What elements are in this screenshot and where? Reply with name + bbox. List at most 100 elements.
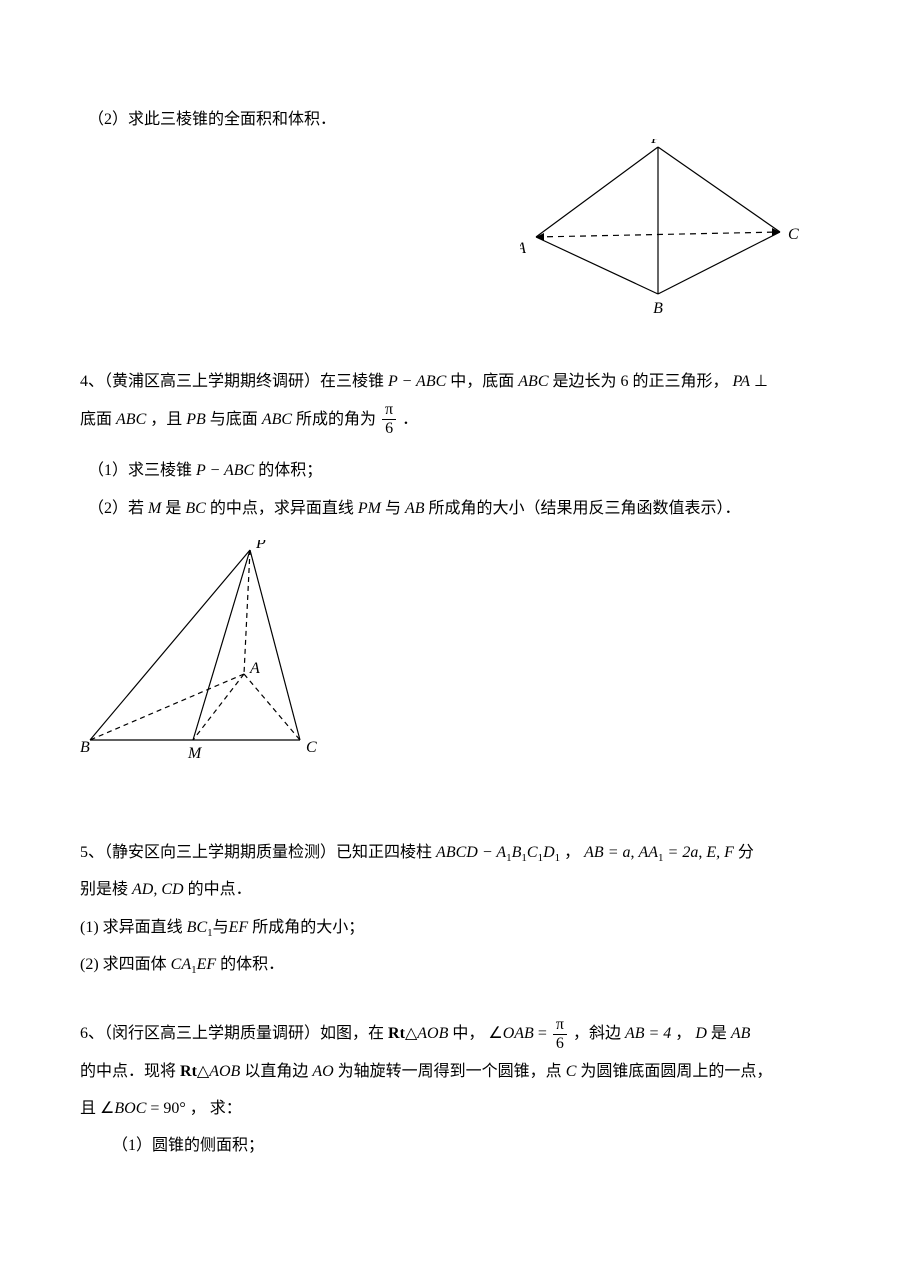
q6-ab: AB [731, 1025, 751, 1042]
q6-ab4: AB = 4 [625, 1025, 671, 1042]
q6-rt: Rt [388, 1025, 405, 1042]
q4-tc: 是边长为 [553, 373, 617, 390]
q6-tri: △ [405, 1025, 417, 1042]
q5-ef2: EF [229, 919, 249, 936]
q5-bc1: BC1 [187, 919, 213, 936]
q4-l2d: 所成的角为 [296, 411, 376, 428]
figure-2-wrap: P A B C M [80, 540, 840, 778]
q6-te: 是 [711, 1025, 727, 1042]
q6-c: C [566, 1063, 577, 1080]
q4-p2: （2）若 M 是 BC 的中点，求异面直线 PM 与 AB 所成角的大小（结果用… [80, 491, 840, 526]
fig2-a: A [249, 660, 260, 677]
q4-pabc: P − ABC [388, 373, 446, 390]
q5-p1c: 所成角的大小； [252, 919, 364, 936]
q6-frac-den: 6 [553, 1035, 567, 1052]
fig2-c: C [306, 739, 317, 756]
q5-line2: 别是棱 AD, CD 的中点． [80, 872, 840, 907]
q4-line1: 4、（黄浦区高三上学期期终调研）在三棱锥 P − ABC 中，底面 ABC 是边… [80, 364, 840, 399]
q6-src: （闵行区高三上学期质量调研） [104, 1025, 320, 1042]
q4-l2b: ，且 [150, 411, 182, 428]
q4-p1b: 的体积； [258, 462, 322, 479]
q6-boc: BOC [114, 1100, 146, 1117]
q5-p2: (2) 求四面体 CA1EF 的体积． [80, 947, 840, 982]
q4-pm: PM [358, 500, 381, 517]
q4-p2b: 是 [165, 500, 181, 517]
q4-p1-pabc: P − ABC [196, 462, 254, 479]
q6-tri2: △ [197, 1063, 209, 1080]
q5-num: 5、 [80, 844, 104, 861]
q5-ef: E, F [706, 844, 734, 861]
q5-ta: 已知正四棱柱 [336, 844, 432, 861]
q4-ta: 在三棱锥 [320, 373, 384, 390]
q6-ao: AO [312, 1063, 333, 1080]
q4-abc: ABC [518, 373, 548, 390]
q6-l2d: 为圆锥底面圆周上的一点， [580, 1063, 772, 1080]
q5-line1: 5、（静安区向三上学期期质量检测）已知正四棱柱 ABCD − A1B1C1D1 … [80, 835, 840, 870]
q6-aob2: AOB [209, 1063, 240, 1080]
fig2-b: B [80, 739, 90, 756]
q6-l3b: ， 求： [190, 1100, 242, 1117]
q4-p2d: 与 [385, 500, 401, 517]
q5-comma1: ， [564, 844, 580, 861]
q6-line3: 且 ∠BOC = 90° ， 求： [80, 1091, 840, 1126]
q4-abc2: ABC [116, 411, 146, 428]
q5-tb: 分 [738, 844, 754, 861]
fig1-label-a: A [520, 240, 526, 257]
q5-p2b: 的体积． [220, 956, 284, 973]
q4-p2c: 的中点，求异面直线 [210, 500, 354, 517]
q6-angle: ∠ [488, 1025, 502, 1042]
fig2-m: M [187, 745, 203, 762]
q5-p2a: (2) 求四面体 [80, 956, 167, 973]
fig1-label-b: B [653, 300, 663, 317]
q6-d: D [695, 1025, 707, 1042]
q6-angle2: ∠ [100, 1100, 114, 1117]
q5-src: （静安区向三上学期期质量检测） [104, 844, 336, 861]
q6-line2: 的中点．现将 Rt△AOB 以直角边 AO 为轴旋转一周得到一个圆锥，点 C 为… [80, 1054, 840, 1089]
q6-p1: （1）圆锥的侧面积； [80, 1128, 840, 1163]
q4-frac-num: π [382, 402, 396, 420]
figure-tetrahedron-1: P A B C [520, 139, 800, 319]
q5-adcd: AD, CD [132, 881, 184, 898]
q5-p1: (1) 求异面直线 BC1与EF 所成角的大小； [80, 910, 840, 945]
q4-bc: BC [185, 500, 205, 517]
q6-td: ， [675, 1025, 691, 1042]
figure-1-wrap: P A B C [80, 139, 840, 332]
q4-p1a: （1）求三棱锥 [88, 462, 192, 479]
q6-l3a: 且 [80, 1100, 96, 1117]
q6-l2b: 以直角边 [244, 1063, 308, 1080]
q4-abc3: ABC [262, 411, 292, 428]
q6-aob: AOB [417, 1025, 448, 1042]
q4-period: ． [402, 411, 418, 428]
q6-tb: 中， [452, 1025, 484, 1042]
q6-frac: π6 [553, 1017, 567, 1052]
q5-p1b: 与 [213, 919, 229, 936]
q4-six: 6 [621, 373, 629, 390]
q4-perp: ⊥ [754, 373, 768, 390]
q4-frac-den: 6 [382, 420, 396, 437]
q5-l2b: 的中点． [188, 881, 252, 898]
q4-m: M [148, 500, 161, 517]
q5-ab: AB = a [584, 844, 630, 861]
q4-td: 的正三角形， [633, 373, 729, 390]
q4-line2: 底面 ABC ，且 PB 与底面 ABC 所成的角为 π6 ． [80, 402, 840, 438]
q6-rt2: Rt [180, 1063, 197, 1080]
q6-ta: 如图，在 [320, 1025, 384, 1042]
fig1-label-c: C [788, 226, 799, 243]
q6-line1: 6、（闵行区高三上学期质量调研）如图，在 Rt△AOB 中， ∠OAB = π6… [80, 1016, 840, 1052]
q6-l2c: 为轴旋转一周得到一个圆锥，点 [338, 1063, 562, 1080]
q4-p2e: 所成角的大小（结果用反三角函数值表示）． [429, 500, 741, 517]
q4-frac: π6 [382, 402, 396, 437]
q4-src: （黄浦区高三上学期期终调研） [104, 373, 320, 390]
q4-l2a: 底面 [80, 411, 112, 428]
q6-tc: ，斜边 [573, 1025, 621, 1042]
q5-prism: ABCD − A1B1C1D1 [436, 844, 560, 861]
q6-eq90: = 90° [146, 1100, 185, 1117]
q4-pb: PB [186, 411, 206, 428]
q5-ca1ef: CA1EF [171, 956, 217, 973]
q6-l2a: 的中点．现将 [80, 1063, 176, 1080]
q4-num: 4、 [80, 373, 104, 390]
q4-p2a: （2）若 [88, 500, 144, 517]
q5-l2a: 别是棱 [80, 881, 128, 898]
q4-pa: PA [733, 373, 750, 390]
fig1-label-p: P [650, 139, 661, 147]
